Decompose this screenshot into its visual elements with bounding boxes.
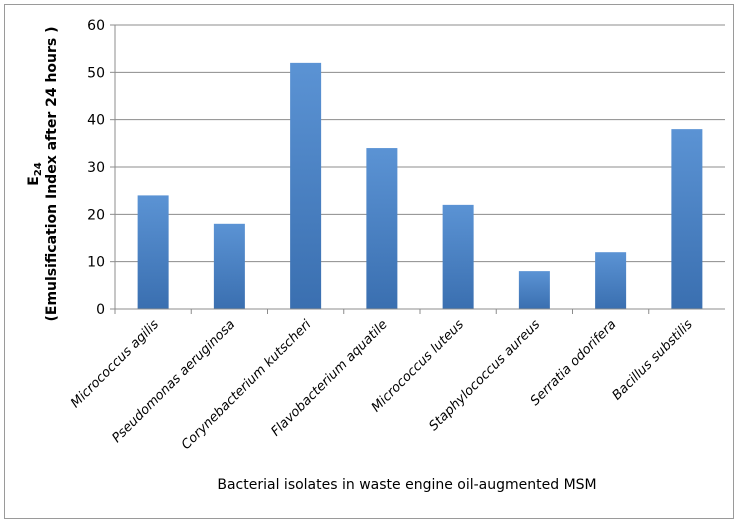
bar [213, 223, 245, 309]
bar [290, 62, 322, 309]
y-axis-subscript: 24 [33, 162, 44, 176]
bar [442, 204, 474, 309]
y-tick-label: 60 [87, 18, 105, 34]
bar [366, 148, 398, 309]
x-axis-title: Bacterial isolates in waste engine oil-a… [217, 477, 596, 493]
y-axis-title-symbol: E24 [26, 162, 44, 186]
y-tick-label: 0 [96, 302, 105, 318]
gridlines [110, 24, 725, 310]
bars [137, 62, 703, 309]
y-axis-title-line2: (Emulsification Index after 24 hours ) [44, 26, 60, 321]
bar [671, 129, 703, 309]
x-category-label: Pseudomonas aeruginosa [109, 317, 238, 446]
y-axis-title: E24 (Emulsification Index after 24 hours… [26, 26, 60, 321]
bar [595, 252, 627, 309]
x-category-label: Corynebacterium kutscheri [179, 317, 315, 453]
y-tick-label: 30 [87, 160, 105, 176]
y-tick-label: 40 [87, 113, 105, 129]
y-axis-symbol: E [26, 176, 42, 186]
bar [137, 195, 169, 309]
y-tick-labels: 0 10 20 30 40 50 60 [87, 18, 105, 318]
y-tick-label: 50 [87, 65, 105, 81]
y-tick-label: 20 [87, 207, 105, 223]
y-tick-label: 10 [87, 255, 105, 271]
bar [518, 271, 550, 309]
x-category-label: Serratia odorifera [528, 317, 620, 409]
x-category-label: Bacillus substilis [610, 317, 696, 403]
